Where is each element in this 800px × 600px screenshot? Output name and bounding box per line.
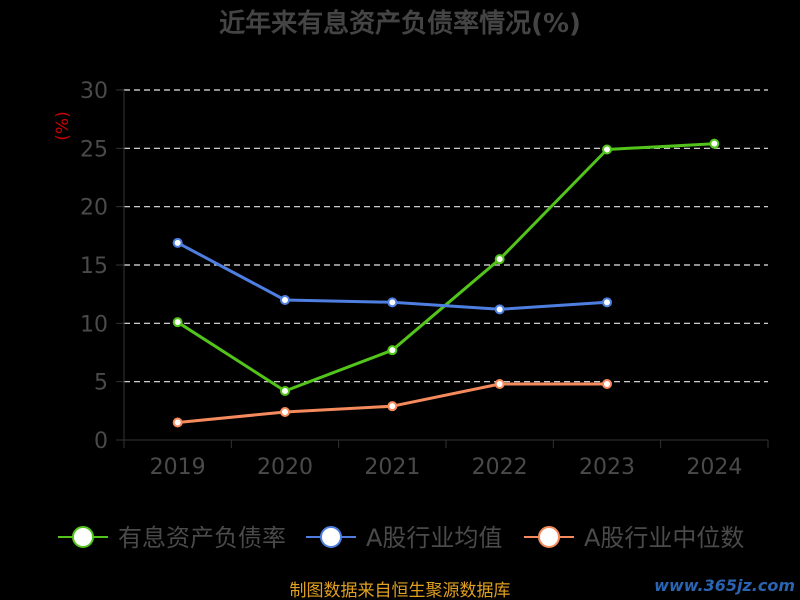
legend-marker-2 bbox=[538, 526, 560, 548]
data-point-1-1 bbox=[280, 295, 290, 305]
axes: 0 5 10 15 20 25 30 2019 2020 2021 2022 2023 2024 bbox=[80, 79, 769, 480]
legend-label-0: 有息资产负债率 bbox=[118, 524, 286, 552]
y-tick-label: 15 bbox=[80, 254, 108, 279]
data-point-2-1 bbox=[280, 407, 290, 417]
data-point-1-0 bbox=[172, 237, 183, 248]
y-tick-label: 5 bbox=[94, 371, 108, 396]
y-axis-label: (%) bbox=[53, 111, 73, 140]
data-point-2-2 bbox=[387, 401, 398, 412]
data-point-0-2 bbox=[387, 345, 398, 356]
grid-lines bbox=[124, 89, 768, 383]
data-source-footer: 制图数据来自恒生聚源数据库 bbox=[290, 581, 511, 600]
x-tick-label: 2021 bbox=[364, 455, 420, 480]
y-tick-label: 30 bbox=[80, 79, 108, 104]
chart-title: 近年来有息资产负债率情况(%) bbox=[219, 8, 581, 39]
data-point-2-3 bbox=[494, 379, 505, 389]
legend: 有息资产负债率 A股行业均值 A股行业中位数 bbox=[58, 524, 744, 552]
data-point-1-4 bbox=[602, 297, 612, 308]
legend-label-2: A股行业中位数 bbox=[584, 524, 744, 552]
data-point-2-0 bbox=[172, 417, 183, 428]
data-point-0-3 bbox=[494, 254, 505, 265]
y-tick-label: 0 bbox=[94, 429, 108, 454]
x-tick-label: 2022 bbox=[472, 455, 528, 480]
data-point-0-1 bbox=[280, 386, 290, 396]
data-point-0-4 bbox=[602, 144, 612, 155]
data-point-0-0 bbox=[172, 317, 183, 328]
x-tick-label: 2024 bbox=[686, 455, 742, 480]
y-tick-label: 25 bbox=[80, 137, 108, 162]
x-tick-label: 2019 bbox=[150, 455, 206, 480]
y-tick-label: 20 bbox=[80, 196, 108, 221]
series-line-0 bbox=[176, 142, 715, 393]
x-tick-label: 2023 bbox=[579, 455, 635, 480]
legend-label-1: A股行业均值 bbox=[366, 524, 502, 552]
legend-marker-1 bbox=[320, 526, 342, 548]
data-point-0-5 bbox=[709, 138, 720, 149]
legend-marker-0 bbox=[72, 526, 94, 548]
y-tick-label: 10 bbox=[80, 312, 108, 337]
data-point-1-2 bbox=[387, 297, 398, 308]
data-point-1-3 bbox=[494, 304, 505, 315]
series-lines bbox=[172, 138, 720, 428]
x-tick-label: 2020 bbox=[257, 455, 313, 480]
data-point-2-4 bbox=[602, 379, 612, 389]
watermark-text: www.365jz.com bbox=[654, 576, 795, 595]
